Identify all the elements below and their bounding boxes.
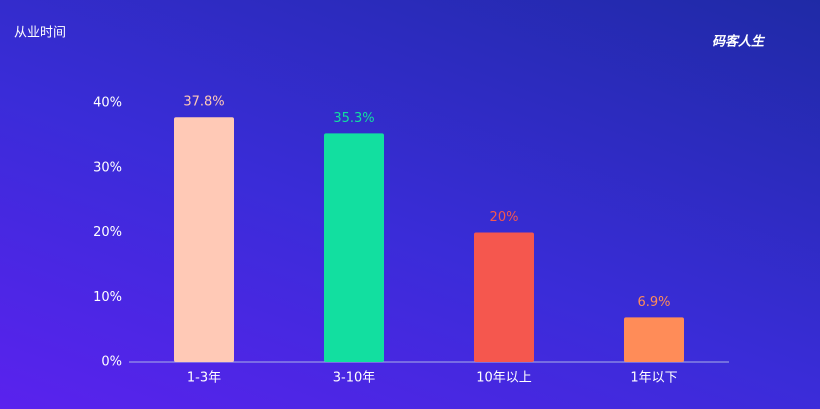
value-label: 37.8% xyxy=(183,95,224,110)
bar xyxy=(474,232,534,362)
logo: 码客人生 xyxy=(712,34,766,50)
value-label: 35.3% xyxy=(333,111,374,126)
bar xyxy=(624,317,684,362)
x-tick-label: 3-10年 xyxy=(333,371,376,386)
x-tick-label: 1年以下 xyxy=(630,371,677,386)
x-tick-label: 1-3年 xyxy=(187,371,221,386)
chart-title: 从业时间 xyxy=(14,26,66,41)
x-tick-label: 10年以上 xyxy=(476,371,532,386)
y-tick-label: 20% xyxy=(93,225,122,240)
y-tick-label: 40% xyxy=(93,96,122,111)
y-tick-label: 30% xyxy=(93,160,122,175)
value-label: 20% xyxy=(490,210,519,225)
value-label: 6.9% xyxy=(637,295,670,310)
bar xyxy=(174,117,234,363)
y-tick-label: 0% xyxy=(101,355,122,370)
y-tick-label: 10% xyxy=(93,290,122,305)
bar xyxy=(324,133,384,362)
